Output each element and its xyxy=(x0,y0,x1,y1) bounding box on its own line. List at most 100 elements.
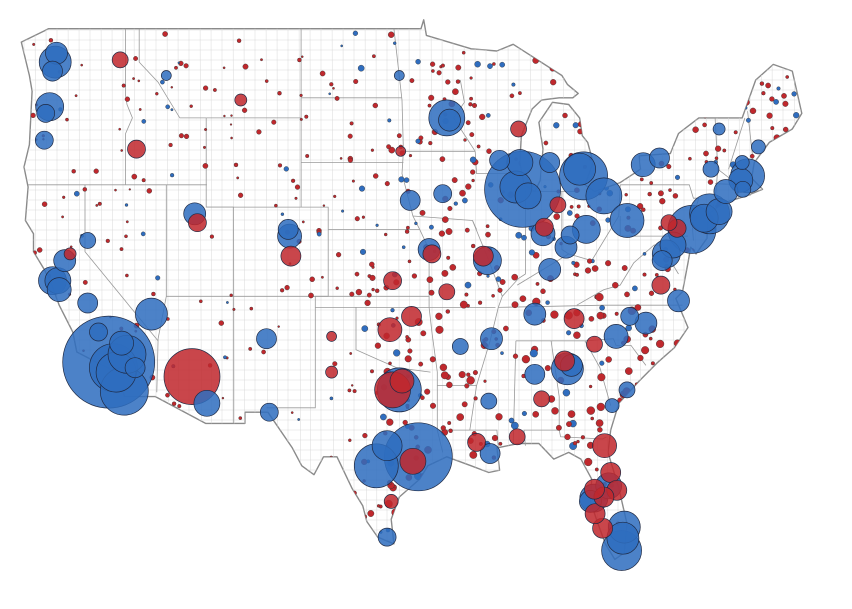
county-marker xyxy=(479,113,486,121)
county-marker xyxy=(337,489,343,495)
county-marker xyxy=(198,299,203,304)
county-marker xyxy=(472,370,478,376)
county-marker xyxy=(614,59,619,65)
county-bubble-des xyxy=(433,184,453,204)
county-marker xyxy=(469,450,478,459)
county-marker xyxy=(668,527,673,533)
county-marker xyxy=(473,396,478,401)
county-marker xyxy=(29,387,34,392)
county-marker xyxy=(349,291,355,297)
county-marker xyxy=(744,458,752,467)
county-marker xyxy=(792,61,798,67)
county-marker xyxy=(495,276,502,282)
county-marker xyxy=(719,40,725,46)
county-marker xyxy=(791,91,797,97)
county-marker xyxy=(273,549,278,553)
county-marker xyxy=(351,384,354,387)
county-marker xyxy=(535,281,540,286)
county-marker xyxy=(465,120,471,126)
county-marker xyxy=(459,189,466,197)
county-marker xyxy=(435,325,444,334)
county-marker xyxy=(469,76,473,80)
county-marker xyxy=(299,117,303,121)
county-marker xyxy=(715,253,721,259)
county-marker xyxy=(359,185,366,192)
county-bubble-jax xyxy=(592,433,617,459)
county-marker xyxy=(305,153,310,158)
county-marker xyxy=(714,156,719,160)
county-line xyxy=(375,19,378,560)
county-marker xyxy=(551,407,559,415)
county-marker xyxy=(697,537,706,545)
county-marker xyxy=(230,114,233,117)
county-marker xyxy=(621,265,628,271)
county-marker xyxy=(608,58,615,64)
county-marker xyxy=(770,526,779,535)
county-marker xyxy=(328,92,332,96)
county-marker xyxy=(511,301,519,309)
county-marker xyxy=(695,295,700,300)
county-bubble-br xyxy=(467,433,486,452)
county-marker xyxy=(137,79,141,83)
county-marker xyxy=(428,94,435,101)
county-marker xyxy=(602,64,607,69)
county-marker xyxy=(384,181,390,187)
county-marker xyxy=(703,150,709,157)
county-marker xyxy=(736,420,741,425)
county-marker xyxy=(33,369,38,374)
county-marker xyxy=(483,379,487,383)
county-marker xyxy=(781,93,787,99)
county-marker xyxy=(465,183,472,190)
county-bubble-bill xyxy=(234,93,248,107)
county-marker xyxy=(754,464,759,469)
county-marker xyxy=(430,61,436,67)
county-marker xyxy=(34,363,39,368)
county-bubble-sprm xyxy=(438,283,456,301)
county-bubble-sc xyxy=(46,277,72,302)
county-marker xyxy=(712,495,719,502)
county-marker xyxy=(481,41,486,46)
county-marker xyxy=(693,46,698,51)
county-marker xyxy=(572,441,578,446)
county-marker xyxy=(686,486,691,492)
county-marker xyxy=(139,546,144,552)
county-marker xyxy=(131,488,138,494)
county-marker xyxy=(441,216,449,223)
county-marker xyxy=(562,112,568,119)
county-marker xyxy=(352,30,359,36)
county-marker xyxy=(146,188,153,194)
county-marker xyxy=(420,395,425,401)
county-marker xyxy=(786,466,795,475)
county-marker xyxy=(42,515,48,521)
county-marker xyxy=(218,320,225,326)
county-marker xyxy=(387,118,392,123)
county-marker xyxy=(766,112,773,119)
county-marker xyxy=(138,108,142,111)
county-marker xyxy=(659,198,666,205)
county-marker xyxy=(443,502,449,507)
county-marker xyxy=(571,260,576,265)
county-marker xyxy=(371,287,375,292)
county-marker xyxy=(679,90,684,95)
county-marker xyxy=(164,523,170,530)
county-bubble-greenv xyxy=(586,335,603,353)
county-marker xyxy=(388,361,392,366)
county-marker xyxy=(800,182,802,187)
county-marker xyxy=(739,463,744,468)
county-marker xyxy=(223,355,227,360)
county-marker xyxy=(464,281,472,289)
county-marker xyxy=(398,176,405,183)
county-bubble-fargo xyxy=(393,70,405,81)
county-marker xyxy=(792,326,801,335)
county-marker xyxy=(335,286,339,290)
county-marker xyxy=(639,177,644,182)
county-marker xyxy=(305,511,312,518)
county-marker xyxy=(509,525,516,532)
county-marker xyxy=(512,353,519,359)
county-marker xyxy=(744,453,753,461)
county-marker xyxy=(521,411,527,417)
state-line xyxy=(84,184,159,342)
county-marker xyxy=(649,181,654,185)
county-marker xyxy=(579,97,584,102)
county-marker xyxy=(34,525,40,531)
